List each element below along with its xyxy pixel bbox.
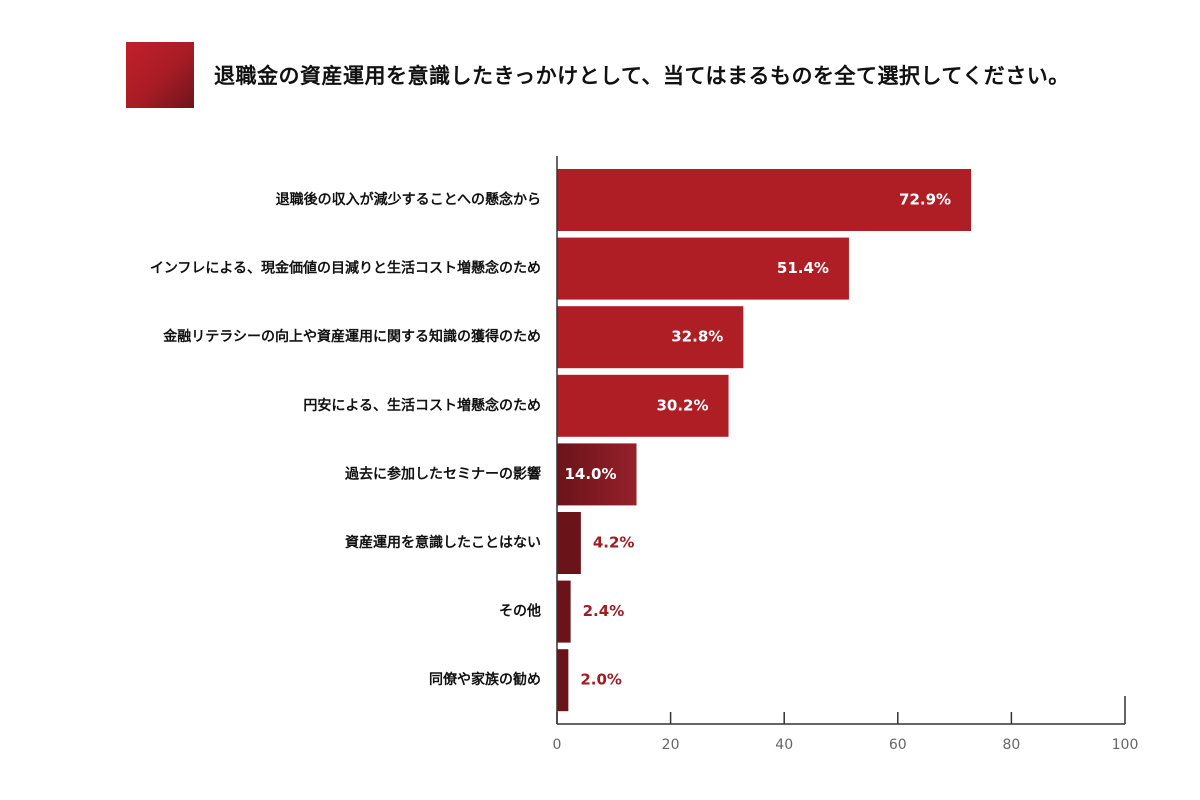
value-label-5: 14.0%	[564, 465, 616, 483]
value-label-3: 32.8%	[671, 328, 723, 346]
category-label-8: 同僚や家族の勧め	[429, 671, 541, 688]
category-label-4: 円安による、生活コスト増懸念のため	[303, 397, 541, 414]
category-label-6: 資産運用を意識したことはない	[345, 534, 541, 551]
bar-2	[557, 237, 849, 300]
category-label-1: 退職後の収入が減少することへの懸念から	[276, 191, 541, 208]
bar-3	[557, 306, 744, 369]
value-label-6: 4.2%	[593, 534, 635, 552]
bar-7	[557, 580, 571, 643]
value-label-8: 2.0%	[580, 671, 622, 689]
value-label-2: 51.4%	[777, 259, 829, 277]
category-label-3: 金融リテラシーの向上や資産運用に関する知識の獲得のため	[162, 328, 541, 345]
x-tick-label-40: 40	[775, 737, 793, 753]
x-tick-label-100: 100	[1112, 737, 1139, 753]
x-tick-label-80: 80	[1002, 737, 1020, 753]
bar-4	[557, 374, 729, 437]
category-label-7: その他	[499, 603, 541, 620]
x-tick-label-60: 60	[889, 737, 907, 753]
chart-title: 退職金の資産運用を意識したきっかけとして、当てはまるものを全て選択してください。	[214, 64, 1070, 88]
value-label-4: 30.2%	[656, 396, 708, 414]
bar-1	[557, 169, 972, 231]
category-label-2: インフレによる、現金価値の目減りと生活コスト増懸念のため	[150, 260, 541, 277]
category-label-5: 過去に参加したセミナーの影響	[344, 465, 541, 482]
title-color-square	[126, 42, 194, 108]
bar-5	[557, 443, 637, 506]
x-tick-label-0: 0	[553, 737, 562, 753]
x-tick-label-20: 20	[662, 737, 680, 753]
bar-8	[557, 649, 569, 712]
value-label-1: 72.9%	[899, 191, 951, 209]
bar-6	[557, 512, 581, 574]
value-label-7: 2.4%	[583, 602, 625, 620]
